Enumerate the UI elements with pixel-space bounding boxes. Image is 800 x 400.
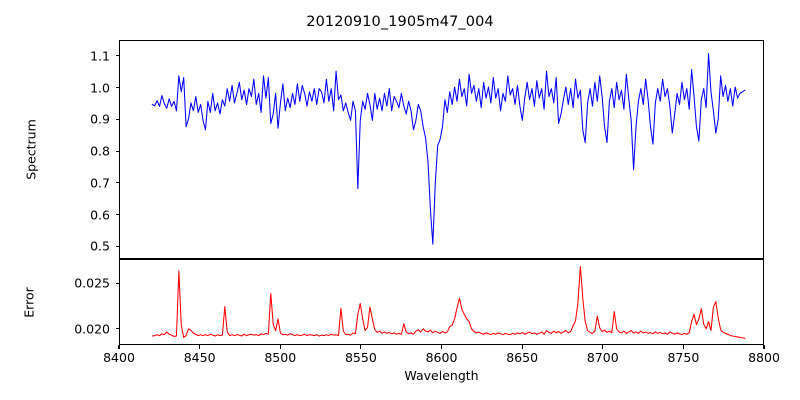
y-tick-label-spectrum: 0.7 (90, 175, 110, 191)
x-tick-label: 8700 (586, 350, 619, 365)
spectrum-line-series (151, 53, 746, 245)
x-tick-mark (279, 345, 281, 349)
x-tick-label: 8450 (183, 350, 216, 365)
y-tick-label-spectrum: 1.0 (90, 80, 110, 96)
x-tick-label: 8600 (425, 350, 458, 365)
y-tick-mark-spectrum (115, 87, 119, 89)
y-tick-label-error: 0.020 (74, 321, 110, 337)
x-axis-label: Wavelength (404, 368, 479, 383)
y-tick-mark-spectrum (115, 214, 119, 216)
y-tick-mark-spectrum (115, 118, 119, 120)
x-tick-label: 8650 (506, 350, 539, 365)
y-axis-label-error: Error (21, 287, 37, 318)
x-tick-label: 8750 (667, 350, 700, 365)
x-tick-mark (763, 345, 765, 349)
y-tick-label-spectrum: 0.9 (90, 111, 110, 127)
y-axis-label-spectrum: Spectrum (23, 119, 39, 180)
y-tick-mark-spectrum (115, 150, 119, 152)
y-tick-mark-spectrum (115, 182, 119, 184)
y-tick-label-spectrum: 0.5 (90, 238, 110, 254)
error-plot-area (119, 259, 764, 345)
y-tick-mark-error (115, 282, 119, 284)
x-tick-mark (521, 345, 523, 349)
x-tick-label: 8400 (103, 350, 135, 365)
error-line-series (151, 265, 746, 339)
y-tick-label-spectrum: 0.6 (90, 207, 110, 223)
x-tick-mark (199, 345, 201, 349)
x-tick-mark (440, 345, 443, 349)
y-tick-label-spectrum: 0.8 (90, 143, 110, 159)
y-tick-mark-error (115, 328, 119, 330)
x-tick-label: 8550 (344, 350, 377, 365)
page-title: 20120910_1905m47_004 (306, 14, 494, 30)
x-tick-mark (682, 345, 684, 349)
x-tick-mark (118, 345, 120, 349)
y-tick-label-error: 0.025 (74, 275, 110, 291)
y-tick-label-spectrum: 1.1 (90, 48, 110, 64)
x-tick-label: 8500 (264, 350, 297, 365)
x-tick-label: 8800 (748, 350, 780, 365)
y-tick-mark-spectrum (115, 55, 119, 57)
x-tick-mark (360, 345, 362, 349)
spectrum-plot-area (119, 40, 764, 259)
y-tick-mark-spectrum (115, 245, 119, 247)
x-tick-mark (602, 345, 604, 349)
